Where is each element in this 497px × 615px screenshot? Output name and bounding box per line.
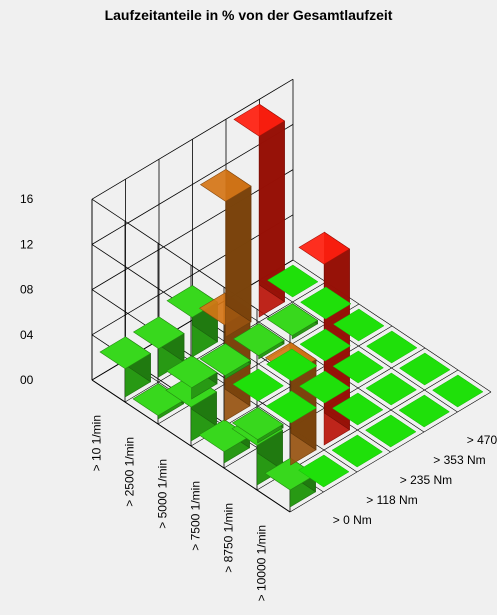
bar-top-face	[298, 231, 351, 265]
floor-gridline	[259, 279, 458, 413]
z-tick-label: 12	[20, 237, 34, 251]
floor-tile	[300, 286, 352, 320]
floor-tile	[266, 348, 318, 382]
floor-tile	[267, 264, 319, 298]
speed-axis-label: > 10 1/min	[90, 415, 104, 471]
floor-tile	[365, 372, 417, 406]
floor-tile	[332, 350, 384, 384]
speed-axis-label: > 8750 1/min	[222, 503, 236, 573]
bar-top-face	[199, 343, 252, 376]
bar-top-face	[199, 169, 252, 202]
speed-axis-label: > 5000 1/min	[156, 459, 170, 529]
floor-tile	[331, 434, 383, 468]
speed-axis-label: > 7500 1/min	[189, 481, 203, 551]
speed-axis-label: > 10000 1/min	[255, 525, 269, 601]
bar-top-face	[165, 355, 218, 389]
bar-top-face	[232, 323, 285, 356]
floor-tile	[299, 370, 351, 404]
floor-tile	[399, 352, 451, 386]
z-tick-label: 08	[20, 283, 34, 297]
torque-axis-label: > 235 Nm	[400, 473, 452, 487]
floor-gridline	[91, 379, 291, 513]
floor-tile	[365, 414, 417, 448]
floor-tile	[333, 308, 385, 342]
floor-tile	[432, 374, 484, 408]
speed-axis-label: > 2500 1/min	[123, 437, 137, 507]
torque-axis-label: > 0 Nm	[333, 513, 372, 527]
torque-axis-label: > 353 Nm	[433, 453, 485, 467]
z-tick-label: 04	[20, 328, 34, 342]
torque-axis-label: > 470 Nm	[467, 433, 497, 447]
z-tick-label: 16	[20, 192, 34, 206]
bar-top-face	[99, 336, 152, 370]
z-tick-label: 00	[20, 373, 34, 387]
chart-title: Laufzeitanteile in % von der Gesamtlaufz…	[104, 7, 393, 23]
floor-tile	[232, 368, 284, 402]
bar-top-face	[233, 103, 286, 137]
bar-top-face	[231, 407, 284, 440]
floor-tile	[398, 394, 450, 428]
floor-tile	[366, 330, 418, 364]
floor-tile	[332, 392, 384, 426]
floor-tile	[299, 328, 351, 362]
floor-tile	[265, 390, 317, 424]
bar-top-face	[132, 316, 185, 350]
floor-tile	[298, 454, 350, 488]
bar-top-face	[266, 303, 319, 336]
torque-axis-label: > 118 Nm	[366, 493, 417, 507]
